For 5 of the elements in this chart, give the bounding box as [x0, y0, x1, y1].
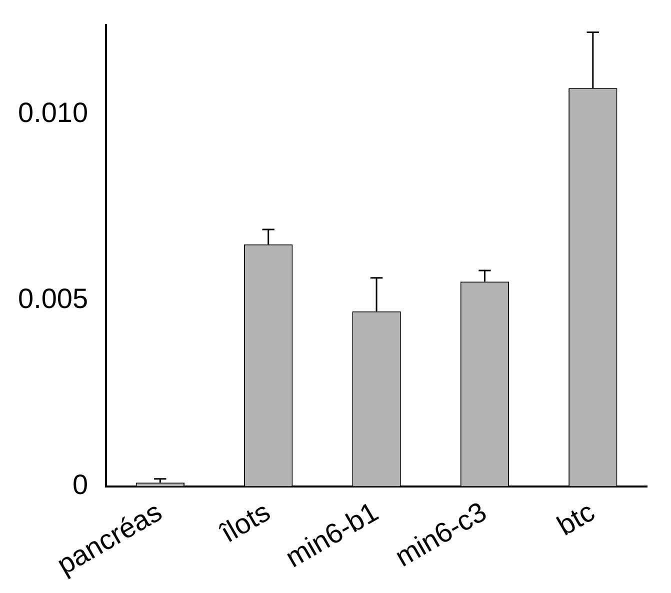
x-tick-label: îlots	[214, 496, 276, 549]
y-tick-label: 0	[72, 469, 88, 500]
y-tick-label: 0.005	[18, 282, 88, 314]
x-tick-label: btc	[552, 496, 600, 542]
y-tick-label: 0.010	[18, 96, 88, 128]
